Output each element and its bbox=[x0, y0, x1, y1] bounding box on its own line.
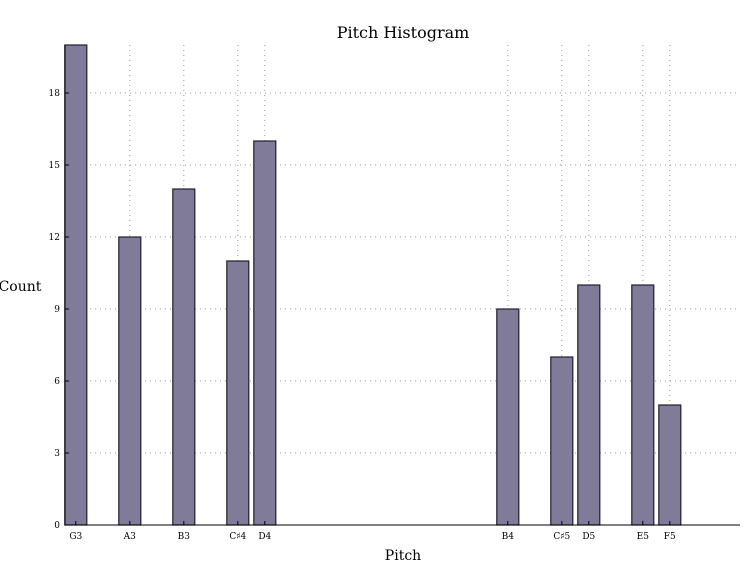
y-tick-label: 6 bbox=[54, 377, 60, 387]
axis-layer: 0 3 6 9 12 15 18 G3 A3 B3 C♯4 D4 B4 C♯5 D5 E5 F5 bbox=[49, 45, 740, 542]
x-tick-label: B4 bbox=[502, 532, 515, 542]
bar-C♯5 bbox=[550, 356, 574, 526]
x-tick-label: D4 bbox=[258, 532, 271, 542]
x-tick-label: C♯5 bbox=[553, 532, 570, 542]
x-axis-label: Pitch bbox=[385, 548, 421, 564]
x-tick-label: C♯4 bbox=[229, 532, 246, 542]
y-tick-label: 15 bbox=[49, 161, 61, 171]
chart-title: Pitch Histogram bbox=[337, 23, 470, 42]
x-tick-label: E5 bbox=[637, 532, 650, 542]
y-tick-label: 9 bbox=[54, 305, 60, 315]
x-tick-label: A3 bbox=[123, 532, 136, 542]
x-tick-label: D5 bbox=[582, 532, 595, 542]
bar-D5 bbox=[577, 284, 601, 526]
bar-A3 bbox=[118, 236, 142, 526]
bar-layer bbox=[64, 44, 682, 526]
bar-F5 bbox=[658, 404, 682, 526]
bar-B3 bbox=[172, 188, 196, 526]
y-tick-label: 12 bbox=[49, 233, 60, 243]
bar-C♯4 bbox=[226, 260, 250, 526]
x-tick-label: F5 bbox=[664, 532, 676, 542]
y-tick-label: 18 bbox=[49, 89, 61, 99]
bar-B4 bbox=[496, 308, 520, 526]
x-tick-label: B3 bbox=[178, 532, 191, 542]
y-tick-label: 3 bbox=[54, 449, 60, 459]
bar-E5 bbox=[631, 284, 655, 526]
x-tick-label: G3 bbox=[69, 532, 82, 542]
bar-D4 bbox=[253, 140, 277, 526]
y-axis-label: Count bbox=[0, 279, 42, 295]
y-tick-label: 0 bbox=[54, 521, 60, 531]
